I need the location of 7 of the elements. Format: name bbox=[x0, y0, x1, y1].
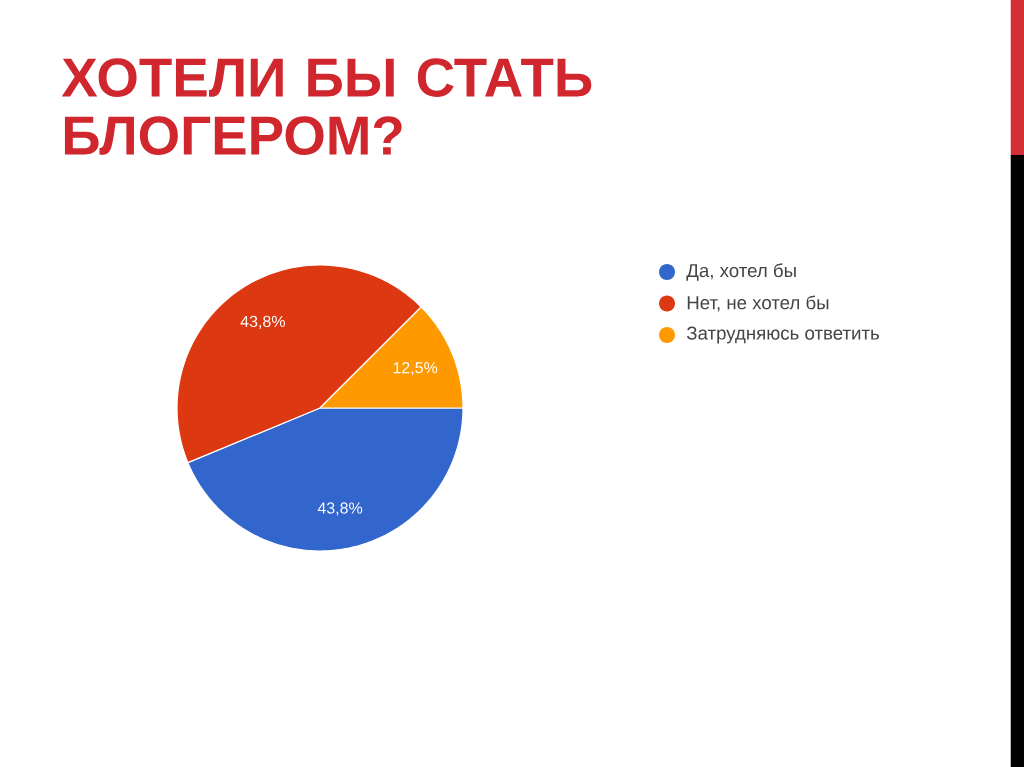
data-label: 43,8% bbox=[240, 315, 285, 329]
chart-title: ХОТЕЛИ БЫ СТАТЬ БЛОГЕРОМ? bbox=[61, 58, 592, 155]
legend-label: Затрудняюсь ответить bbox=[686, 326, 879, 344]
legend-label: Да, хотел бы bbox=[686, 263, 796, 281]
data-label: 12,5% bbox=[393, 362, 438, 376]
legend-label: Нет, не хотел бы bbox=[687, 295, 829, 312]
data-label: 43,8% bbox=[317, 502, 363, 516]
